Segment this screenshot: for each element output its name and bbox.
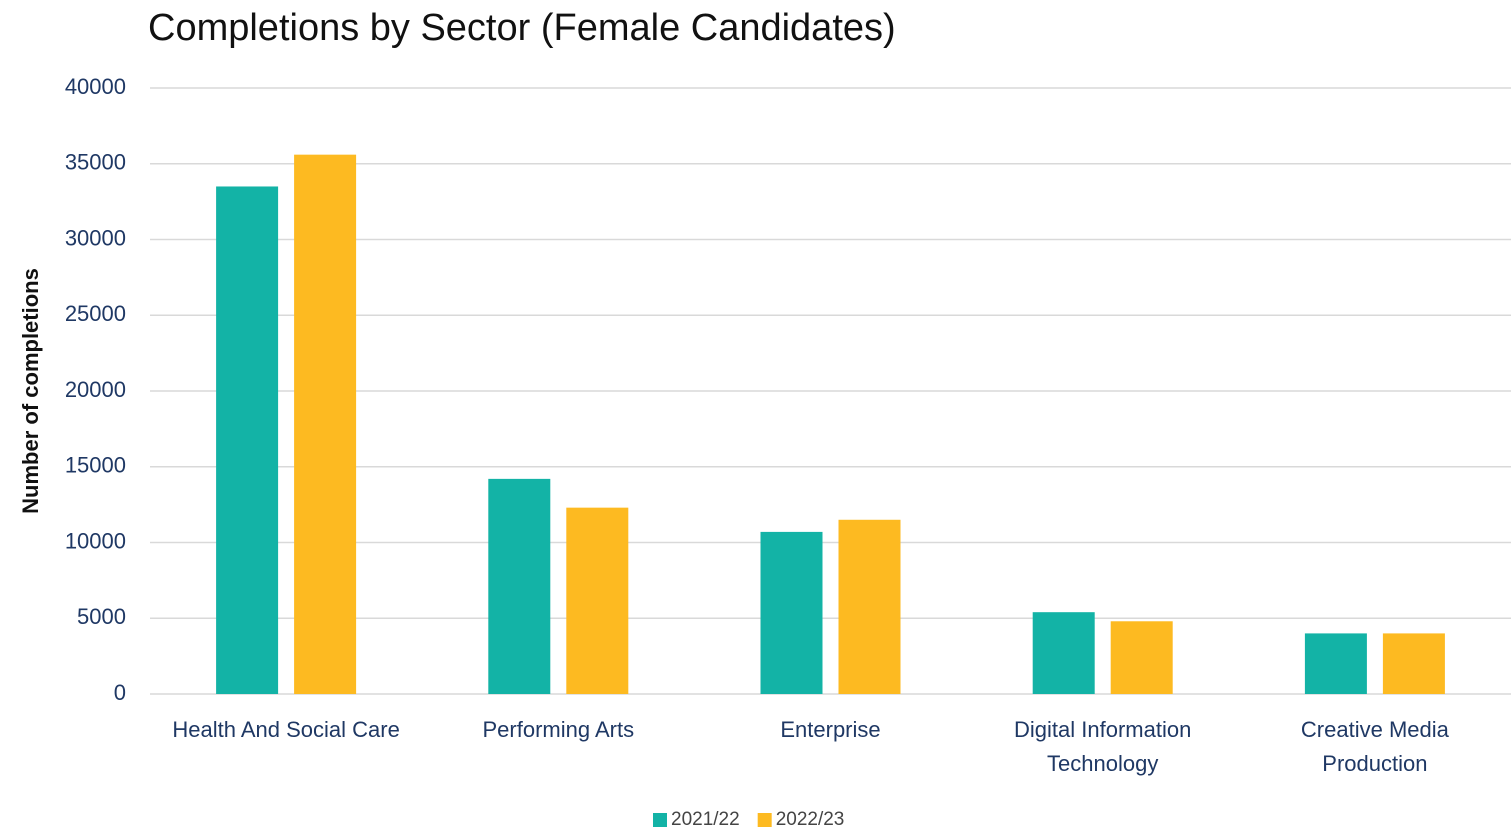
y-tick-label: 20000 — [65, 377, 126, 402]
y-tick-label: 10000 — [65, 528, 126, 553]
chart-title: Completions by Sector (Female Candidates… — [148, 7, 896, 49]
bar — [1304, 633, 1367, 694]
legend-swatch — [653, 813, 667, 827]
legend-label: 2022/23 — [776, 809, 845, 830]
y-tick-label: 40000 — [65, 74, 126, 99]
legend-label: 2021/22 — [671, 809, 740, 830]
bar — [838, 519, 901, 694]
y-tick-label: 25000 — [65, 301, 126, 326]
y-axis-label: Number of completions — [18, 268, 43, 514]
bar — [488, 478, 551, 694]
bar — [294, 154, 357, 694]
y-tick-label: 5000 — [77, 604, 126, 629]
y-tick-label: 0 — [114, 680, 126, 705]
bar — [566, 507, 629, 694]
x-tick-label: Performing Arts — [482, 717, 634, 742]
bar — [1032, 612, 1095, 694]
legend-swatch — [757, 813, 772, 827]
x-tick-label: Digital Information Technology — [1014, 717, 1191, 776]
x-tick-label: Enterprise — [780, 717, 880, 742]
bar — [216, 186, 279, 694]
y-tick-label: 15000 — [65, 453, 126, 478]
y-tick-label: 35000 — [65, 150, 126, 175]
bar — [760, 531, 823, 694]
y-tick-label: 30000 — [65, 225, 126, 250]
bar — [1382, 633, 1445, 694]
bar — [1110, 621, 1173, 694]
x-tick-label: Health And Social Care — [172, 717, 399, 742]
x-tick-label: Creative Media Production — [1301, 717, 1450, 776]
